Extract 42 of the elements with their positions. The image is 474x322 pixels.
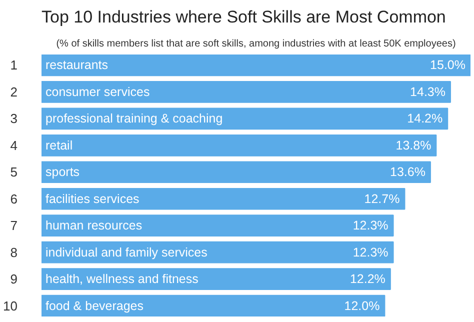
data-label: 12.0% bbox=[344, 298, 380, 313]
bar bbox=[42, 214, 394, 237]
bar bbox=[42, 54, 470, 76]
text: 9 bbox=[10, 272, 18, 287]
data-label: 14.3% bbox=[410, 84, 446, 99]
text: 4 bbox=[10, 138, 18, 153]
bar bbox=[42, 268, 391, 290]
text: 5 bbox=[10, 164, 18, 180]
bar bbox=[42, 161, 431, 184]
bar bbox=[42, 294, 386, 316]
data-label: 12.7% bbox=[364, 192, 400, 206]
text: 8 bbox=[10, 244, 18, 260]
y-tick-label: professional training & coaching bbox=[46, 112, 223, 126]
y-tick-label: individual and family services bbox=[46, 245, 208, 260]
text: 6 bbox=[10, 191, 18, 206]
y-tick-label: retail bbox=[46, 138, 73, 152]
data-label: 15.0% bbox=[430, 58, 466, 72]
data-label: 12.3% bbox=[352, 218, 388, 233]
y-tick-label: facilities services bbox=[46, 192, 140, 206]
y-tick-label: food & beverages bbox=[46, 298, 144, 313]
text: 1 bbox=[10, 58, 18, 73]
data-label: 13.6% bbox=[390, 165, 426, 180]
chart-title: Top 10 Industries where Soft Skills are Most Common bbox=[42, 8, 446, 26]
data-label: 13.8% bbox=[396, 138, 432, 152]
chart-subtitle: (% of skills members list that are soft skills, among industries with at least 50K employees) bbox=[56, 38, 456, 50]
data-label: 12.2% bbox=[350, 272, 386, 286]
bar bbox=[42, 241, 394, 264]
bar bbox=[42, 108, 448, 130]
bar bbox=[42, 134, 437, 156]
y-tick-label: human resources bbox=[46, 218, 142, 233]
y-tick-label: sports bbox=[46, 165, 80, 180]
y-tick-label: consumer services bbox=[46, 84, 150, 99]
y-tick-label: health, wellness and fitness bbox=[46, 272, 198, 286]
y-tick-label: restaurants bbox=[46, 58, 108, 72]
data-label: 14.2% bbox=[407, 112, 443, 126]
text: 3 bbox=[10, 111, 18, 126]
bar bbox=[42, 188, 406, 210]
data-label: 12.3% bbox=[352, 245, 388, 260]
bar bbox=[42, 81, 451, 103]
text: 7 bbox=[10, 218, 18, 234]
text: 2 bbox=[10, 84, 18, 100]
text: 10 bbox=[3, 298, 18, 314]
